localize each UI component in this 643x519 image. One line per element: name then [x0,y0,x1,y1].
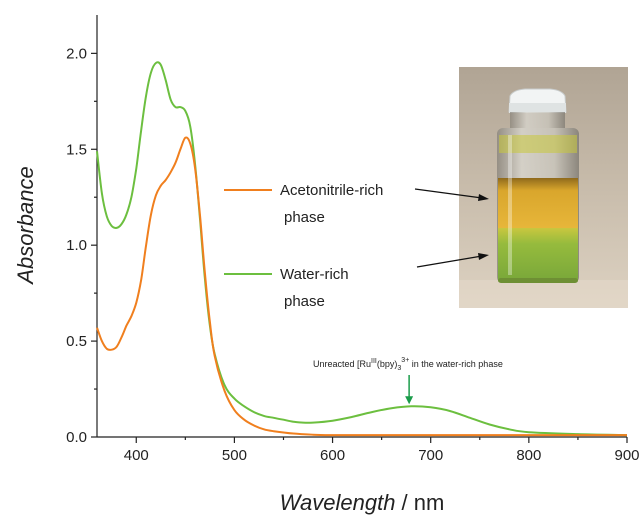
x-tick-label: 500 [222,447,247,464]
legend-label-acetonitrile-line2: phase [284,209,325,226]
x-tick-label: 400 [124,447,149,464]
anno-part-3: in the water-rich phase [409,359,503,369]
anno-sup-1: III [371,358,377,365]
legend: Acetonitrile-rich phase Water-rich phase [224,182,383,310]
x-tick-label: 900 [614,447,639,464]
series-layer [96,61,628,437]
x-axis-title-unit: / nm [395,490,444,515]
y-tick-label: 1.5 [66,141,87,158]
x-tick-label: 800 [516,447,541,464]
legend-label-water-line1: Water-rich [280,266,349,283]
y-axis-title: Absorbance [13,166,38,285]
vial-photo [459,67,628,308]
anno-part-1: Unreacted [Ru [313,359,371,369]
y-ticks: 0.0 0.5 1.0 1.5 2.0 [66,45,97,446]
pointer-arrowhead-upper [478,194,489,201]
y-tick-label: 1.0 [66,237,87,254]
y-tick-label: 2.0 [66,45,87,62]
series-line-acetonitrile [96,136,627,437]
pointer-arrow-lower-phase [416,255,483,268]
pointer-arrow-upper-phase [414,188,483,199]
annotation-arrowhead [405,396,414,405]
legend-label-acetonitrile-line1: Acetonitrile-rich [280,182,383,199]
pointer-arrowhead-lower [478,253,489,260]
x-axis-title-italic: Wavelength [280,490,396,515]
legend-pointer-arrows [414,188,489,268]
y-tick-label: 0.5 [66,333,87,350]
x-tick-label: 700 [418,447,443,464]
legend-label-water-line2: phase [284,293,325,310]
x-axis-title: Wavelength / nm [280,490,445,515]
annotation-text: Unreacted [RuIII(bpy)33+ in the water-ri… [313,357,503,372]
anno-sup-2: 3+ [401,357,409,364]
annotation: Unreacted [RuIII(bpy)33+ in the water-ri… [313,357,503,405]
anno-sub: 3 [397,365,401,372]
x-tick-label: 600 [320,447,345,464]
y-tick-label: 0.0 [66,429,87,446]
anno-part-2: (bpy) [377,359,398,369]
x-ticks: 400 500 600 700 800 900 [124,437,640,464]
